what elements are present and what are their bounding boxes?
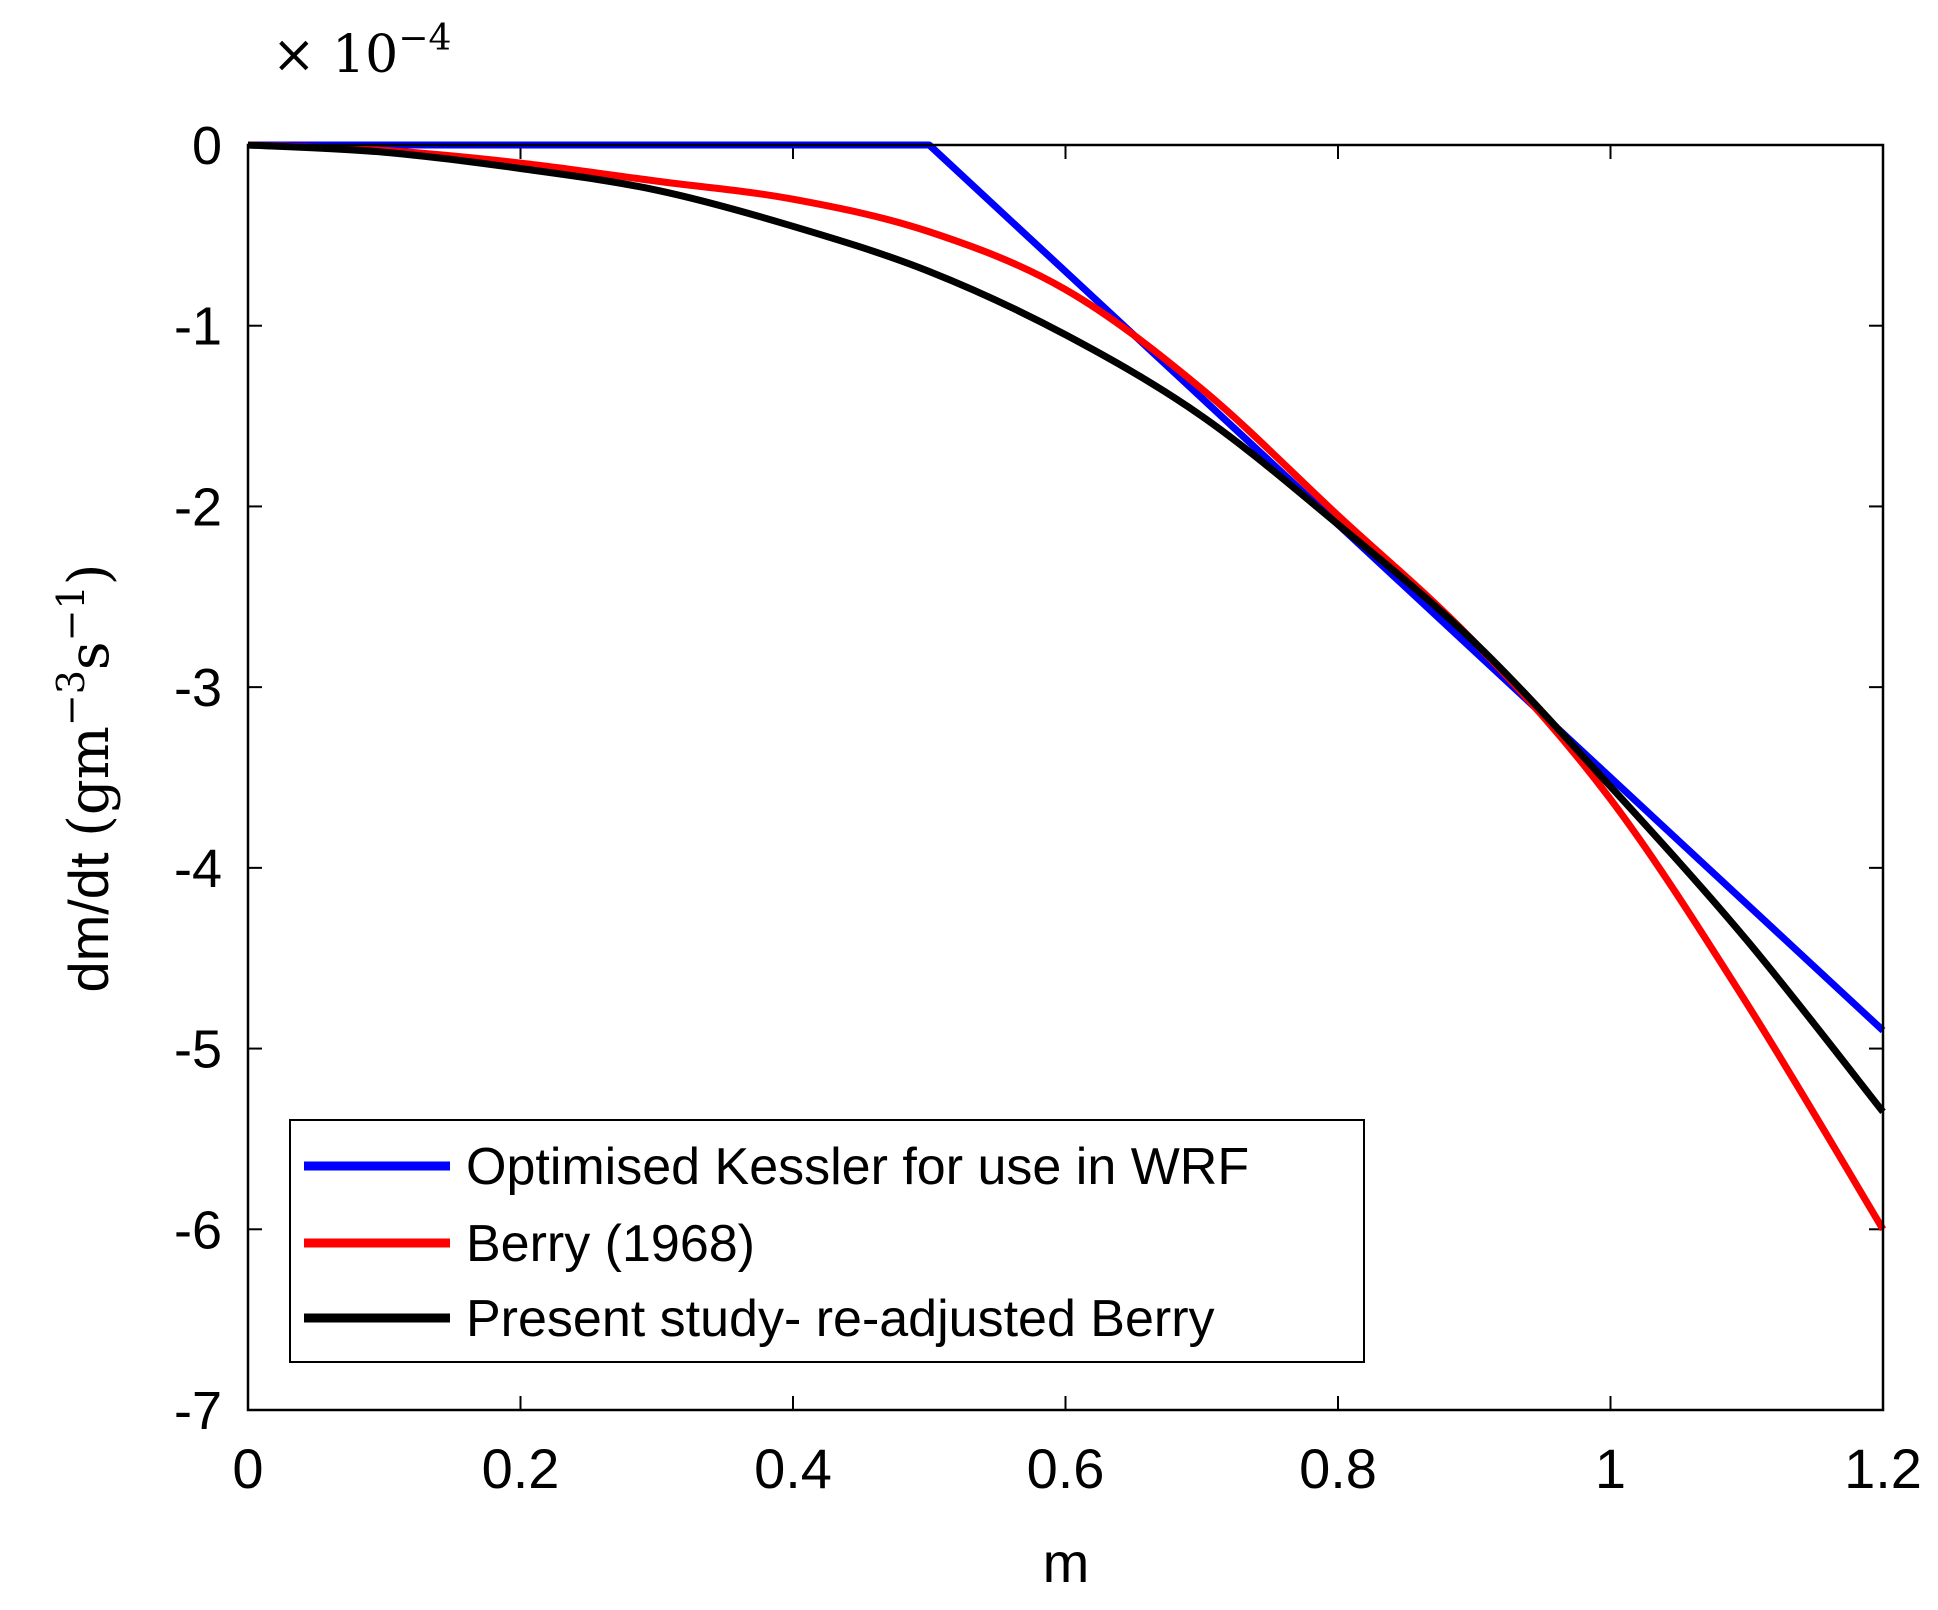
x-tick-labels: 0 0.2 0.4 0.6 0.8 1 1.2 <box>232 1437 1922 1500</box>
x-tick-label: 0 <box>232 1437 263 1500</box>
y-axis-label-units-open: (gm <box>57 726 122 837</box>
legend-label-berry: Berry (1968) <box>466 1215 755 1273</box>
y-scale-exponent: −4 <box>398 18 451 59</box>
y-tick-label: 0 <box>192 116 222 176</box>
series-line-present-study <box>247 141 1886 1114</box>
legend-label-present-study: Present study- re-adjusted Berry <box>466 1290 1215 1348</box>
y-axis-label-text: dm/dt <box>57 852 120 992</box>
y-tick-labels: 0 -1 -2 -3 -4 -5 -6 -7 <box>174 116 222 1441</box>
y-axis-label-exp1: −3 <box>49 670 93 726</box>
y-tick-label: -7 <box>174 1381 222 1441</box>
y-axis-label-units-close: ) <box>57 563 122 585</box>
y-tick-label: -1 <box>174 297 222 357</box>
x-tick-label: 0.2 <box>482 1437 560 1500</box>
x-tick-label: 1.2 <box>1844 1437 1922 1500</box>
x-tick-label: 1 <box>1595 1437 1626 1500</box>
legend: Optimised Kessler for use in WRF Berry (… <box>289 1119 1365 1363</box>
y-tick-label: -2 <box>174 477 222 537</box>
series-line-berry <box>247 141 1886 1232</box>
x-tick-label: 0.4 <box>754 1437 832 1500</box>
x-axis-label: m <box>1043 1531 1090 1594</box>
y-tick-label: -5 <box>174 1020 222 1080</box>
y-axis-label-exp2: −1 <box>49 585 93 641</box>
axes-box <box>246 143 1885 1412</box>
x-tick-label: 0.6 <box>1027 1437 1105 1500</box>
x-tick-label: 0.8 <box>1299 1437 1377 1500</box>
legend-box <box>289 1119 1365 1363</box>
legend-label-kessler: Optimised Kessler for use in WRF <box>466 1138 1249 1196</box>
y-tick-label: -6 <box>174 1200 222 1260</box>
y-scale-multiplier: × 10−4 <box>272 18 451 85</box>
y-tick-label: -3 <box>174 658 222 718</box>
y-scale-base: × 10 <box>272 25 398 85</box>
y-tick-label: -4 <box>174 839 222 899</box>
y-axis-label-units-s: s <box>57 641 122 670</box>
y-axis-label: dm/dt (gm−3s−1) <box>49 563 122 992</box>
